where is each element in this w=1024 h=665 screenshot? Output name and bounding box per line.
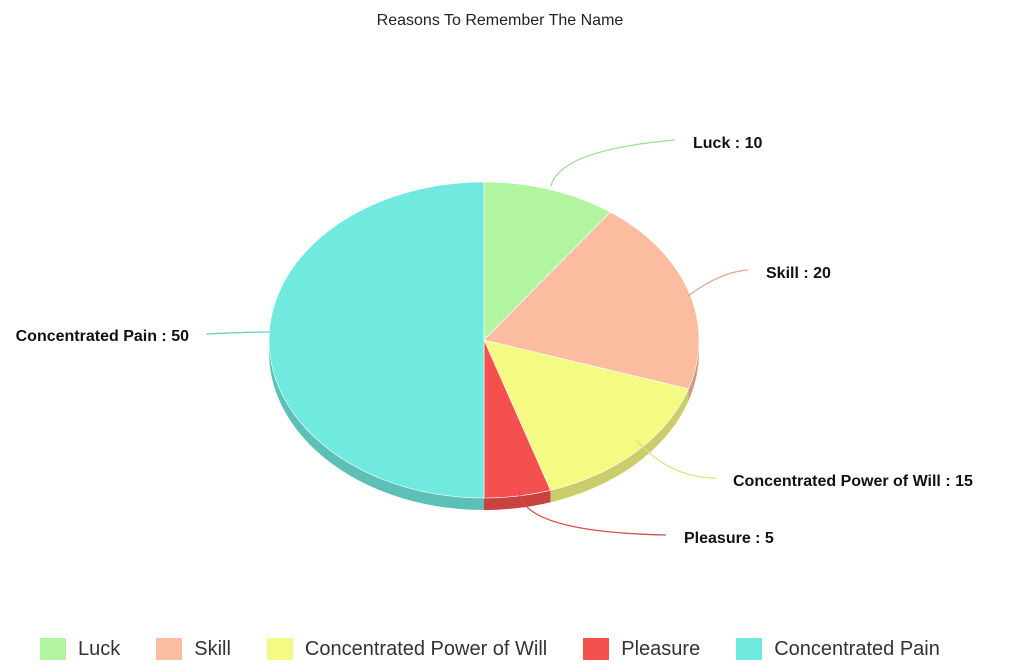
- legend-label: Concentrated Pain: [774, 637, 940, 660]
- legend-swatch: [40, 638, 66, 660]
- legend-item-luck[interactable]: Luck: [40, 638, 120, 661]
- legend-label: Luck: [78, 637, 121, 660]
- legend: Luck Skill Concentrated Power of Will Pleas…: [40, 636, 976, 662]
- data-label-concentrated-power-of-will: Concentrated Power of Will : 15: [733, 473, 973, 490]
- pie-side-concentrated-power-of-will: [550, 388, 689, 503]
- legend-item-concentrated-pain[interactable]: Concentrated Pain: [736, 638, 940, 661]
- data-label-concentrated-pain: Concentrated Pain : 50: [16, 328, 189, 345]
- callout-line-pleasure: [518, 490, 667, 536]
- pie-slice-skill[interactable]: [483, 211, 700, 390]
- chart-title: Reasons To Remember The Name: [376, 12, 624, 29]
- pie-slice-concentrated-pain[interactable]: [268, 181, 485, 499]
- pie-side-skill: [688, 340, 699, 401]
- legend-item-skill[interactable]: Skill: [156, 638, 231, 661]
- legend-label: Concentrated Power of Will: [304, 637, 548, 660]
- legend-swatch: [156, 638, 183, 660]
- callout-line-luck: [550, 139, 676, 187]
- pie-depth: [269, 340, 699, 510]
- pie-callouts: Luck : 10 Skill : 20 Concentrated Power of…: [16, 135, 973, 547]
- legend-label: Pleasure: [621, 637, 701, 660]
- legend-swatch: [736, 638, 763, 660]
- legend-item-pleasure[interactable]: Pleasure: [583, 638, 700, 661]
- legend-label: Skill: [194, 637, 231, 660]
- data-label-luck: Luck : 10: [693, 135, 762, 152]
- legend-swatch: [583, 638, 610, 660]
- legend-item-concentrated-power-of-will[interactable]: Concentrated Power of Will: [266, 637, 548, 661]
- data-label-skill: Skill : 20: [766, 265, 831, 282]
- pie-slices: [268, 181, 700, 499]
- callout-line-concentrated-power-of-will: [635, 439, 717, 479]
- pie-side-pleasure: [484, 490, 551, 510]
- pie-chart: Luck : 10 Skill : 20 Concentrated Power of…: [16, 135, 973, 547]
- data-label-pleasure: Pleasure : 5: [684, 530, 774, 547]
- pie-slice-concentrated-power-of-will[interactable]: [483, 339, 689, 491]
- callout-line-concentrated-pain: [205, 331, 271, 335]
- pie-slice-pleasure[interactable]: [483, 339, 551, 499]
- legend-swatch: [266, 638, 293, 660]
- callout-line-skill: [687, 269, 749, 297]
- pie-slice-luck[interactable]: [483, 181, 611, 341]
